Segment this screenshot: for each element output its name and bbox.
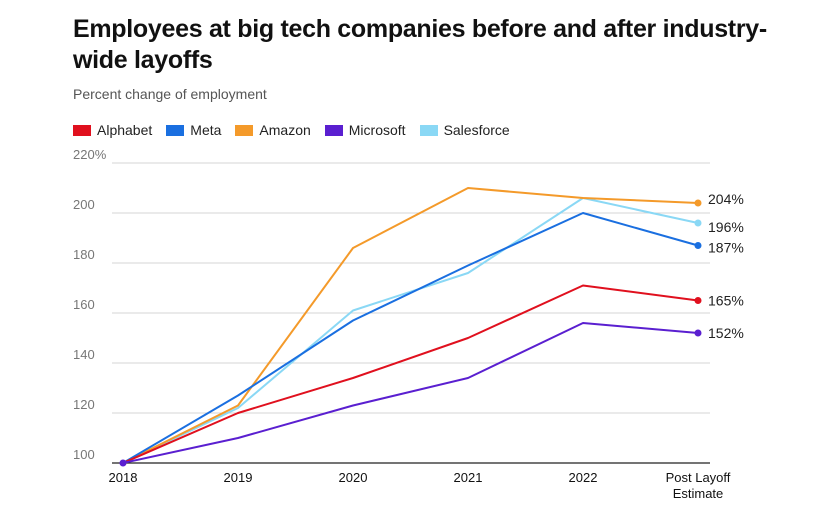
legend-item-amazon: Amazon [235, 122, 311, 138]
legend-label: Amazon [259, 122, 311, 138]
legend: Alphabet Meta Amazon Microsoft Salesforc… [73, 122, 524, 138]
series-line-microsoft [122, 322, 699, 464]
y-tick-label: 180 [73, 247, 95, 262]
end-label-meta: 187% [708, 240, 744, 256]
series-line-salesforce [122, 197, 699, 464]
y-tick-label: 120 [73, 397, 95, 412]
end-point-meta [694, 242, 702, 249]
end-point-salesforce [694, 219, 702, 227]
x-tick-label: 2020 [339, 470, 368, 485]
end-label-alphabet: 165% [708, 293, 744, 309]
end-point-microsoft [694, 329, 702, 337]
legend-label: Alphabet [97, 122, 153, 138]
legend-swatch [419, 124, 438, 136]
end-point-alphabet [694, 297, 702, 304]
legend-swatch [324, 124, 343, 136]
end-point-amazon [694, 199, 702, 207]
legend-item-microsoft: Microsoft [324, 122, 406, 138]
x-tick-label: 2022 [569, 470, 598, 485]
legend-label: Salesforce [443, 122, 510, 138]
legend-item-meta: Meta [166, 122, 221, 138]
y-tick-label: 140 [73, 347, 95, 362]
legend-swatch [73, 124, 91, 136]
end-label-microsoft: 152% [708, 325, 744, 341]
start-point [119, 459, 127, 467]
x-tick-label: 2018 [109, 470, 138, 485]
end-label-amazon: 204% [708, 191, 744, 207]
legend-item-salesforce: Salesforce [419, 122, 510, 138]
x-tick-label: Estimate [673, 486, 724, 501]
x-tick-label: 2019 [224, 470, 253, 485]
chart-title: Employees at big tech companies before a… [73, 15, 767, 74]
y-tick-label: 220% [73, 147, 107, 162]
y-tick-label: 100 [73, 447, 95, 462]
legend-swatch [235, 124, 254, 136]
series-line-amazon [122, 187, 699, 464]
legend-swatch [166, 124, 185, 136]
x-tick-label: 2021 [454, 470, 483, 485]
legend-item-alphabet: Alphabet [73, 122, 152, 138]
legend-label: Microsoft [348, 122, 406, 138]
y-tick-label: 200 [73, 197, 95, 212]
end-label-salesforce: 196% [708, 219, 744, 235]
y-tick-label: 160 [73, 297, 95, 312]
legend-label: Meta [190, 122, 222, 138]
series-line-meta [122, 212, 699, 464]
series-line-alphabet [122, 284, 699, 464]
x-tick-label: Post Layoff [666, 470, 731, 485]
chart-subtitle: Percent change of employment [73, 86, 267, 102]
